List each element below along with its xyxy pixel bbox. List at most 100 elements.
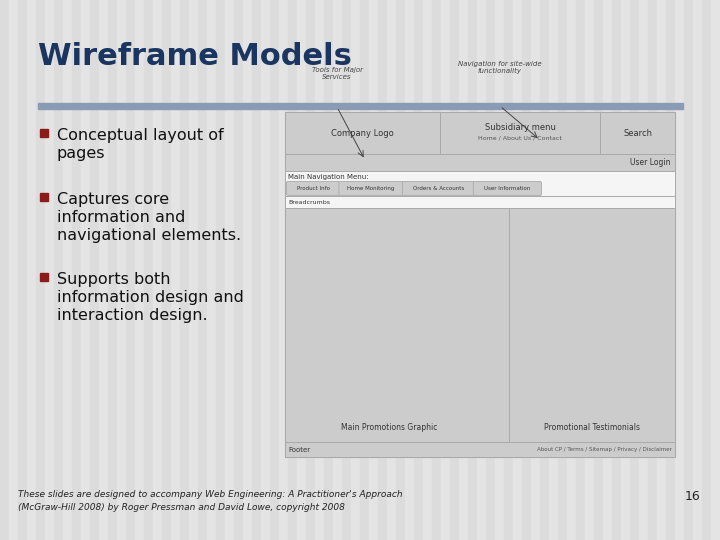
Bar <box>234 0 243 540</box>
Bar <box>285 112 675 457</box>
Bar <box>459 0 468 540</box>
Bar <box>594 0 603 540</box>
Bar <box>711 0 720 540</box>
Text: Subsidiary menu: Subsidiary menu <box>485 124 555 132</box>
Bar <box>285 196 675 208</box>
Bar <box>333 0 342 540</box>
Bar <box>324 0 333 540</box>
Text: Main Promotions Graphic: Main Promotions Graphic <box>341 423 437 432</box>
Text: navigational elements.: navigational elements. <box>57 228 241 243</box>
Bar <box>468 0 477 540</box>
FancyBboxPatch shape <box>402 181 474 195</box>
Bar <box>285 208 509 442</box>
Text: Product Info: Product Info <box>297 186 330 191</box>
Bar <box>40 129 48 137</box>
Bar <box>285 442 675 457</box>
Bar <box>144 0 153 540</box>
Bar <box>27 0 36 540</box>
Bar <box>9 0 18 540</box>
Bar <box>189 0 198 540</box>
Bar <box>378 0 387 540</box>
Bar <box>486 0 495 540</box>
Bar <box>513 0 522 540</box>
Text: Company Logo: Company Logo <box>331 129 394 138</box>
Text: information and: information and <box>57 210 185 225</box>
Bar <box>285 171 675 196</box>
Bar <box>387 0 396 540</box>
Bar <box>270 0 279 540</box>
Text: Conceptual layout of: Conceptual layout of <box>57 128 224 143</box>
Text: Main Navigation Menu:: Main Navigation Menu: <box>288 174 369 180</box>
Text: Supports both: Supports both <box>57 272 171 287</box>
Bar <box>216 0 225 540</box>
Bar <box>441 0 450 540</box>
Bar <box>504 0 513 540</box>
Bar <box>369 0 378 540</box>
Bar <box>153 0 162 540</box>
Bar <box>171 0 180 540</box>
Bar <box>603 0 612 540</box>
Bar <box>225 0 234 540</box>
Bar <box>630 0 639 540</box>
Bar <box>126 0 135 540</box>
Text: User Login: User Login <box>631 158 671 167</box>
Bar <box>576 0 585 540</box>
Bar <box>531 0 540 540</box>
Bar <box>288 0 297 540</box>
Bar <box>432 0 441 540</box>
Bar <box>558 0 567 540</box>
Bar <box>36 0 45 540</box>
Bar <box>180 0 189 540</box>
Bar <box>423 0 432 540</box>
Text: Footer: Footer <box>288 447 310 453</box>
Bar <box>99 0 108 540</box>
Bar <box>315 0 324 540</box>
Bar <box>54 0 63 540</box>
Bar <box>440 112 600 154</box>
Bar <box>639 0 648 540</box>
Text: Navigation for site-wide
functionality: Navigation for site-wide functionality <box>458 61 542 74</box>
Text: Tools for Major
Services: Tools for Major Services <box>312 67 362 80</box>
FancyBboxPatch shape <box>339 181 403 195</box>
Bar <box>108 0 117 540</box>
Bar <box>285 154 675 171</box>
Bar <box>585 0 594 540</box>
Bar <box>648 0 657 540</box>
Bar <box>666 0 675 540</box>
Bar <box>414 0 423 540</box>
Bar <box>549 0 558 540</box>
Bar <box>405 0 414 540</box>
Text: Wireframe Models: Wireframe Models <box>38 42 352 71</box>
Bar <box>0 0 9 540</box>
Bar <box>657 0 666 540</box>
Text: User Information: User Information <box>485 186 531 191</box>
Bar <box>450 0 459 540</box>
Bar <box>306 0 315 540</box>
Bar <box>360 0 369 540</box>
Bar <box>693 0 702 540</box>
Bar <box>297 0 306 540</box>
Bar <box>540 0 549 540</box>
Text: (McGraw-Hill 2008) by Roger Pressman and David Lowe, copyright 2008: (McGraw-Hill 2008) by Roger Pressman and… <box>18 503 345 512</box>
Text: 16: 16 <box>684 490 700 503</box>
Text: interaction design.: interaction design. <box>57 308 207 323</box>
FancyBboxPatch shape <box>287 181 340 195</box>
Bar <box>285 112 440 154</box>
Bar <box>684 0 693 540</box>
Text: Orders & Accounts: Orders & Accounts <box>413 186 464 191</box>
Text: Breadcrumbs: Breadcrumbs <box>288 199 330 205</box>
Bar <box>135 0 144 540</box>
Bar <box>81 0 90 540</box>
Text: Home / About Us / Contact: Home / About Us / Contact <box>478 136 562 140</box>
Bar <box>495 0 504 540</box>
Bar <box>72 0 81 540</box>
Text: These slides are designed to accompany Web Engineering: A Practitioner's Approac: These slides are designed to accompany W… <box>18 490 402 499</box>
Text: Search: Search <box>623 129 652 138</box>
Bar <box>252 0 261 540</box>
Bar <box>207 0 216 540</box>
Bar <box>675 0 684 540</box>
Text: Captures core: Captures core <box>57 192 169 207</box>
Bar <box>621 0 630 540</box>
Text: Home Monitoring: Home Monitoring <box>348 186 395 191</box>
Bar <box>18 0 27 540</box>
